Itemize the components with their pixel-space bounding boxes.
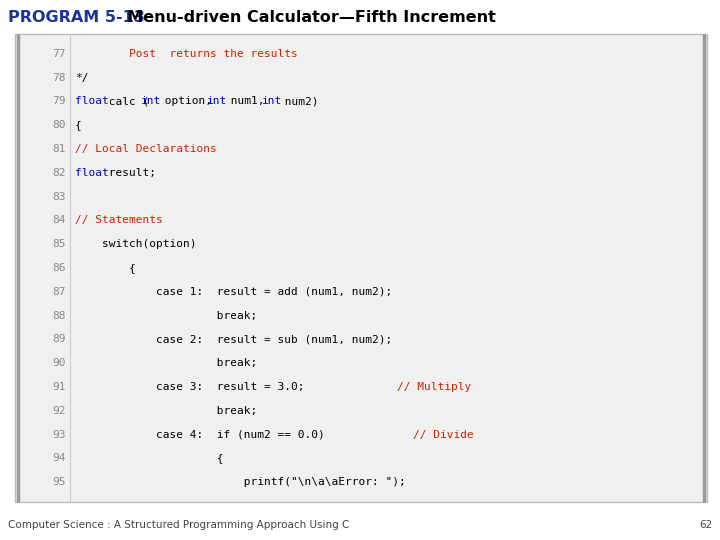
Text: num2): num2) bbox=[279, 97, 319, 106]
Text: printf("\n\a\aError: ");: printf("\n\a\aError: "); bbox=[75, 477, 406, 487]
Text: 93: 93 bbox=[53, 429, 66, 440]
Text: 62: 62 bbox=[698, 520, 712, 530]
Text: 86: 86 bbox=[53, 263, 66, 273]
Text: 94: 94 bbox=[53, 453, 66, 463]
Text: num1,: num1, bbox=[223, 97, 271, 106]
Text: float: float bbox=[75, 168, 109, 178]
Text: 77: 77 bbox=[53, 49, 66, 59]
Text: 89: 89 bbox=[53, 334, 66, 345]
Text: {: { bbox=[75, 120, 82, 130]
Text: 83: 83 bbox=[53, 192, 66, 201]
Text: result;: result; bbox=[102, 168, 156, 178]
Text: calc (: calc ( bbox=[102, 97, 150, 106]
Text: // Statements: // Statements bbox=[75, 215, 163, 225]
Text: 85: 85 bbox=[53, 239, 66, 249]
Text: Post  returns the results: Post returns the results bbox=[75, 49, 298, 59]
FancyBboxPatch shape bbox=[15, 34, 707, 502]
Text: int: int bbox=[207, 97, 228, 106]
Text: case 1:  result = add (num1, num2);: case 1: result = add (num1, num2); bbox=[75, 287, 392, 297]
Text: {: { bbox=[75, 453, 223, 463]
Text: float: float bbox=[75, 97, 109, 106]
Text: 95: 95 bbox=[53, 477, 66, 487]
Text: case 4:  if (num2 == 0.0): case 4: if (num2 == 0.0) bbox=[75, 429, 325, 440]
Text: case 2:  result = sub (num1, num2);: case 2: result = sub (num1, num2); bbox=[75, 334, 392, 345]
Text: PROGRAM 5-13: PROGRAM 5-13 bbox=[8, 10, 145, 25]
Text: 82: 82 bbox=[53, 168, 66, 178]
Text: int: int bbox=[141, 97, 161, 106]
Text: case 3:  result = 3.0;: case 3: result = 3.0; bbox=[75, 382, 305, 392]
Text: // Multiply: // Multiply bbox=[262, 382, 472, 392]
Text: break;: break; bbox=[75, 406, 257, 416]
Text: {: { bbox=[75, 263, 136, 273]
Text: 92: 92 bbox=[53, 406, 66, 416]
Text: 79: 79 bbox=[53, 97, 66, 106]
Text: break;: break; bbox=[75, 358, 257, 368]
Text: break;: break; bbox=[75, 310, 257, 321]
Text: 81: 81 bbox=[53, 144, 66, 154]
Text: 87: 87 bbox=[53, 287, 66, 297]
Text: 88: 88 bbox=[53, 310, 66, 321]
Text: int: int bbox=[262, 97, 282, 106]
Text: // Divide: // Divide bbox=[279, 429, 474, 440]
Text: // Local Declarations: // Local Declarations bbox=[75, 144, 217, 154]
Text: switch(option): switch(option) bbox=[75, 239, 197, 249]
Text: 91: 91 bbox=[53, 382, 66, 392]
Text: 78: 78 bbox=[53, 73, 66, 83]
Text: Menu-driven Calculator—Fifth Increment: Menu-driven Calculator—Fifth Increment bbox=[116, 10, 496, 25]
Text: 84: 84 bbox=[53, 215, 66, 225]
Text: */: */ bbox=[75, 73, 89, 83]
Text: Computer Science : A Structured Programming Approach Using C: Computer Science : A Structured Programm… bbox=[8, 520, 349, 530]
Text: 90: 90 bbox=[53, 358, 66, 368]
Text: 80: 80 bbox=[53, 120, 66, 130]
Text: option,: option, bbox=[158, 97, 218, 106]
